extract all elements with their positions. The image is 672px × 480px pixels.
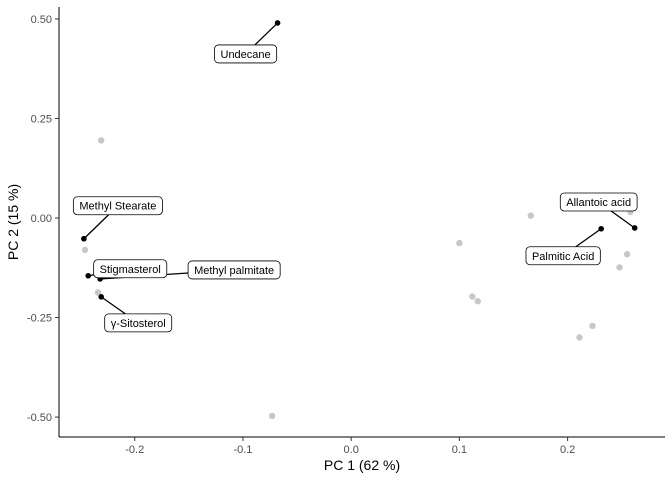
point-label-text: Allantoic acid <box>566 197 631 209</box>
highlighted-point <box>81 235 87 242</box>
x-tick-label: -0.2 <box>125 444 144 456</box>
point-label: Methyl palmitate <box>187 260 281 280</box>
leader-line <box>254 22 279 46</box>
point-label-text: Methyl Stearate <box>79 201 156 213</box>
point-label: Methyl Stearate <box>72 196 163 216</box>
scatter-point <box>589 322 596 330</box>
point-label-box <box>93 259 168 279</box>
scatter-point <box>268 412 276 420</box>
highlighted-point <box>598 225 604 232</box>
scatter-point <box>456 239 463 247</box>
point-label: Undecane <box>214 44 278 64</box>
x-axis-title: PC 1 (62 %) <box>324 457 400 473</box>
scatter-point <box>616 264 623 271</box>
point-label-box <box>72 196 163 216</box>
point-label: Stigmasterol <box>93 259 168 279</box>
x-tick-label: -0.1 <box>233 444 252 456</box>
other-points <box>81 137 634 420</box>
x-tick-label: 0.2 <box>560 444 575 456</box>
highlighted-point <box>274 20 281 26</box>
y-tick-label: 0.25 <box>31 113 52 125</box>
highlighted-point <box>85 272 92 279</box>
point-label-text: Methyl palmitate <box>194 265 274 277</box>
scatter-point <box>576 334 583 341</box>
point-label-text: Stigmasterol <box>100 264 161 276</box>
x-axis-ticks: -0.2 -0.1 0.0 0.1 0.2 <box>125 437 575 456</box>
point-label-box <box>559 192 638 212</box>
y-tick-label: 0.00 <box>31 213 52 225</box>
y-tick-label: -0.50 <box>27 412 52 424</box>
scatter-point <box>623 251 631 258</box>
point-label: Allantoic acid <box>559 192 638 212</box>
x-tick-label: 0.0 <box>344 444 359 456</box>
scatter-point <box>527 212 535 219</box>
point-label-text: Palmitic Acid <box>532 251 594 263</box>
point-label-box <box>104 313 173 333</box>
highlighted-point <box>98 294 105 300</box>
point-label-box <box>214 44 278 64</box>
leader-line <box>575 228 602 248</box>
point-label-text: γ-Sitosterol <box>111 318 166 330</box>
point-label: γ-Sitosterol <box>104 313 173 333</box>
scatter-point <box>94 289 102 296</box>
point-label-box <box>187 260 281 280</box>
leader-line <box>83 214 110 240</box>
point-label-text: Undecane <box>221 49 271 61</box>
y-axis-title: PC 2 (15 %) <box>5 184 21 260</box>
scatter-point <box>81 246 89 254</box>
y-tick-label: 0.50 <box>31 14 52 26</box>
point-labels: Undecane Methyl Stearate Stigmasterol Methy… <box>72 44 638 333</box>
y-tick-label: -0.25 <box>27 313 52 325</box>
highlighted-point <box>631 225 638 231</box>
point-label: Palmitic Acid <box>525 246 601 266</box>
scatter-point <box>469 293 476 300</box>
leader-line <box>100 296 126 315</box>
scatter-point <box>98 137 105 144</box>
plot-axes <box>58 7 665 438</box>
y-axis-ticks: -0.50 -0.25 0.00 0.25 0.50 <box>27 14 59 424</box>
leader-line <box>610 210 636 229</box>
x-tick-label: 0.1 <box>452 444 467 456</box>
scatter-point <box>474 298 481 305</box>
point-label-box <box>525 246 601 266</box>
